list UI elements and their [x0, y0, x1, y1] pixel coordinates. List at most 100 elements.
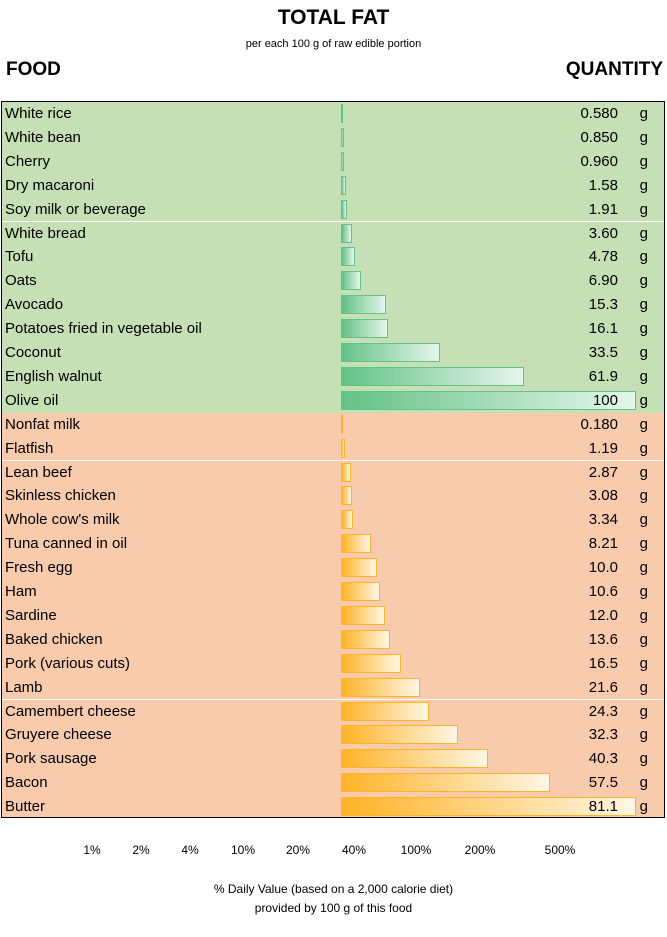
- bar: [341, 797, 636, 817]
- food-label: Camembert cheese: [5, 702, 136, 720]
- unit-label: g: [639, 105, 648, 122]
- unit-label: g: [639, 296, 648, 314]
- unit-label: g: [639, 224, 648, 242]
- bar-row: Coconut 33.5 g: [2, 341, 664, 365]
- bar-row: Potatoes fried in vegetable oil 16.1 g: [2, 317, 664, 341]
- bar-row: English walnut 61.9 g: [2, 364, 664, 389]
- bar-row: Cherry 0.960 g: [2, 149, 664, 174]
- food-label: White rice: [5, 105, 72, 122]
- x-tick-label: 2%: [132, 843, 150, 857]
- unit-label: g: [639, 391, 648, 409]
- bar: [341, 343, 440, 362]
- food-label: Potatoes fried in vegetable oil: [5, 320, 202, 338]
- value-label: 0.580: [580, 105, 618, 122]
- value-label: 3.34: [588, 511, 618, 529]
- value-label: 21.6: [588, 678, 618, 696]
- food-label: Cherry: [5, 152, 51, 170]
- unit-label: g: [639, 750, 648, 768]
- x-tick-label: 4%: [181, 843, 199, 857]
- food-label: Whole cow's milk: [5, 511, 120, 529]
- value-label: 61.9: [588, 367, 618, 385]
- bar: [341, 247, 356, 267]
- bar: [341, 653, 402, 673]
- food-label: Flatfish: [5, 439, 54, 457]
- food-label: Tuna canned in oil: [5, 535, 128, 553]
- quantity-header: QUANTITY: [565, 59, 663, 80]
- food-label: Skinless chicken: [5, 487, 116, 505]
- bar-row: Nonfat milk 0.180 g: [2, 412, 664, 437]
- bar-row: Lamb 21.6 g: [2, 675, 664, 700]
- bar-row: Bacon 57.5 g: [2, 771, 664, 796]
- food-label: Dry macaroni: [5, 176, 95, 194]
- unit-label: g: [639, 774, 648, 792]
- unit-label: g: [639, 798, 648, 816]
- unit-label: g: [639, 702, 648, 720]
- x-axis-label-line1: % Daily Value (based on a 2,000 calorie …: [213, 882, 454, 896]
- bar: [341, 366, 524, 386]
- bar-row: White bean 0.850 g: [2, 125, 664, 150]
- bar-row: Flatfish 1.19 g: [2, 436, 664, 461]
- bar: [341, 605, 385, 625]
- bar-row: Butter 81.1 g: [2, 795, 664, 817]
- value-label: 16.5: [588, 654, 618, 672]
- food-label: Butter: [5, 798, 46, 816]
- unit-label: g: [639, 248, 648, 266]
- value-label: 81.1: [588, 798, 618, 816]
- value-label: 40.3: [588, 750, 618, 768]
- value-label: 32.3: [588, 726, 618, 744]
- value-label: 0.180: [580, 415, 618, 433]
- value-label: 16.1: [588, 320, 618, 338]
- x-tick-label: 200%: [464, 843, 496, 857]
- x-tick-label: 20%: [285, 843, 311, 857]
- unit-label: g: [639, 344, 648, 361]
- bar: [341, 677, 420, 697]
- bar: [341, 558, 378, 578]
- unit-label: g: [639, 606, 648, 624]
- bar: [341, 773, 551, 793]
- value-label: 1.58: [588, 176, 618, 194]
- value-label: 33.5: [588, 344, 618, 361]
- unit-label: g: [639, 463, 648, 481]
- food-label: Lamb: [5, 678, 43, 696]
- bar: [341, 486, 353, 506]
- unit-label: g: [639, 511, 648, 529]
- unit-label: g: [639, 630, 648, 648]
- unit-label: g: [639, 583, 648, 600]
- food-label: Olive oil: [5, 391, 59, 409]
- bar: [341, 438, 346, 458]
- value-label: 12.0: [588, 606, 618, 624]
- bar-row: Whole cow's milk 3.34 g: [2, 508, 664, 533]
- bar: [341, 390, 636, 410]
- unit-label: g: [639, 678, 648, 696]
- bar-row: Soy milk or beverage 1.91 g: [2, 197, 664, 222]
- unit-label: g: [639, 439, 648, 457]
- bar: [341, 701, 430, 721]
- food-label: Fresh egg: [5, 559, 73, 577]
- chart-title: TOTAL FAT: [277, 6, 390, 29]
- bar: [341, 271, 362, 291]
- bar-row: Olive oil 100 g: [2, 388, 664, 413]
- unit-label: g: [639, 487, 648, 505]
- bar: [341, 175, 346, 195]
- bar-row: White rice 0.580 g: [2, 102, 664, 126]
- food-label: Bacon: [5, 774, 48, 792]
- unit-label: g: [639, 200, 648, 218]
- value-label: 6.90: [588, 272, 618, 290]
- bar: [341, 127, 344, 147]
- value-label: 3.60: [588, 224, 618, 242]
- food-label: Tofu: [5, 248, 34, 266]
- value-label: 57.5: [588, 774, 618, 792]
- bar-row: Tofu 4.78 g: [2, 245, 664, 270]
- food-label: Pork (various cuts): [5, 654, 131, 672]
- food-label: Soy milk or beverage: [5, 200, 146, 218]
- value-label: 10.6: [588, 583, 618, 600]
- unit-label: g: [639, 535, 648, 553]
- value-label: 4.78: [588, 248, 618, 266]
- bar-row: Ham 10.6 g: [2, 580, 664, 604]
- bar-row: Camembert cheese 24.3 g: [2, 699, 664, 724]
- value-label: 0.850: [580, 128, 618, 146]
- food-label: Sardine: [5, 606, 57, 624]
- unit-label: g: [639, 415, 648, 433]
- value-label: 0.960: [580, 152, 618, 170]
- food-label: Oats: [5, 272, 37, 290]
